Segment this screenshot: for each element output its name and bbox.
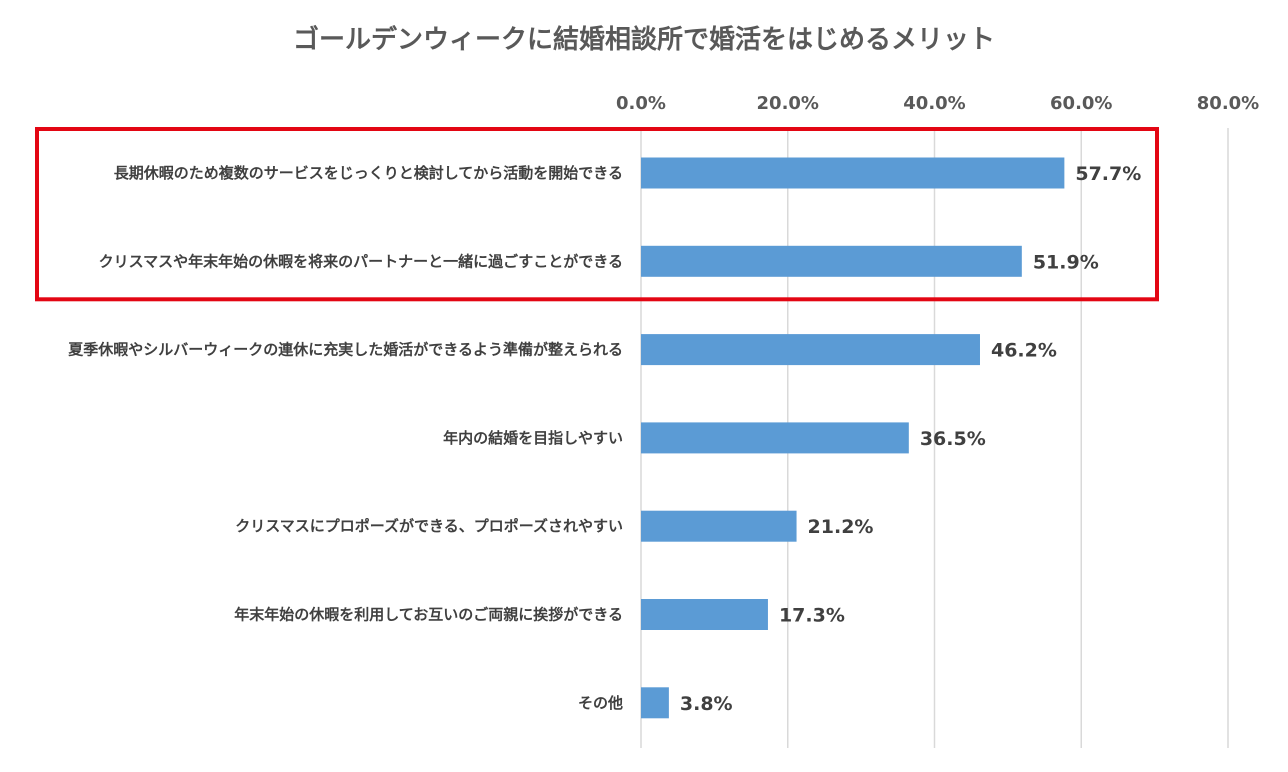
category-label: 年内の結婚を目指しやすい bbox=[443, 429, 623, 447]
data-label: 57.7% bbox=[1075, 163, 1141, 185]
data-label: 21.2% bbox=[808, 516, 874, 538]
x-tick-label: 40.0% bbox=[903, 93, 965, 114]
category-label: その他 bbox=[578, 694, 623, 712]
category-label: クリスマスや年末年始の休暇を将来のパートナーと一緒に過ごすことができる bbox=[99, 252, 623, 270]
category-labels: 長期休暇のため複数のサービスをじっくりと検討してから活動を開始できるクリスマスや… bbox=[67, 164, 623, 712]
x-tick-label: 0.0% bbox=[616, 93, 666, 114]
gridlines bbox=[640, 128, 1229, 748]
data-label: 51.9% bbox=[1033, 251, 1099, 273]
category-label: 長期休暇のため複数のサービスをじっくりと検討してから活動を開始できる bbox=[114, 164, 623, 182]
category-label: クリスマスにプロポーズができる、プロポーズされやすい bbox=[235, 517, 623, 535]
bar-0 bbox=[641, 157, 1065, 189]
data-label: 36.5% bbox=[920, 428, 986, 450]
x-axis-ticks: 0.0% 20.0% 40.0% 60.0% 80.0% bbox=[616, 93, 1259, 114]
data-label: 46.2% bbox=[991, 340, 1057, 362]
x-tick-label: 80.0% bbox=[1197, 93, 1259, 114]
data-label: 3.8% bbox=[680, 693, 733, 715]
data-label: 17.3% bbox=[779, 605, 845, 627]
highlight-rectangle bbox=[35, 127, 1159, 302]
bar-4 bbox=[641, 510, 797, 542]
bars bbox=[641, 157, 1065, 719]
bar-2 bbox=[641, 334, 980, 366]
data-labels: 57.7% 51.9% 46.2% 36.5% 21.2% 17.3% 3.8% bbox=[680, 163, 1141, 715]
chart-title: ゴールデンウィークに結婚相談所で婚活をはじめるメリット bbox=[293, 24, 995, 55]
bar-5 bbox=[641, 599, 768, 630]
x-tick-label: 20.0% bbox=[757, 93, 819, 114]
x-tick-label: 60.0% bbox=[1050, 93, 1112, 114]
category-label: 年末年始の休暇を利用してお互いのご両親に挨拶ができる bbox=[234, 606, 623, 624]
category-label: 夏季休暇やシルバーウィークの連休に充実した婚活ができるよう準備が整えられる bbox=[67, 341, 623, 359]
bar-6 bbox=[641, 687, 669, 719]
highlight-box bbox=[35, 127, 1159, 302]
bar-3 bbox=[641, 422, 909, 454]
bar-1 bbox=[641, 245, 1022, 277]
